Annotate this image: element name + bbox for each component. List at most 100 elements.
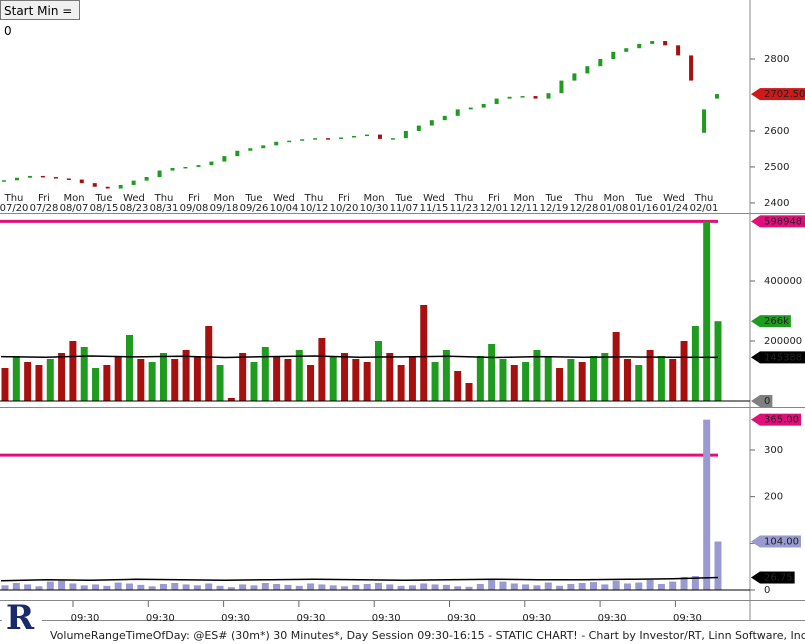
marker-arrow — [751, 215, 760, 228]
candle — [637, 43, 642, 49]
bar — [386, 353, 394, 402]
bar — [510, 583, 518, 591]
x-tick-label: 11/23 — [450, 203, 479, 214]
bar — [205, 326, 213, 402]
candle — [326, 138, 331, 140]
bar — [114, 582, 122, 591]
bar — [227, 398, 235, 402]
average-line — [0, 576, 719, 582]
marker-arrow — [751, 571, 760, 584]
y-tick-label: 200000 — [764, 336, 802, 347]
candle — [468, 107, 473, 110]
candle — [676, 45, 681, 56]
bar — [318, 338, 326, 402]
bar — [612, 332, 620, 402]
bar — [442, 350, 450, 402]
x-tick-label: Thu — [4, 193, 24, 204]
x-tick-label: Wed — [273, 193, 295, 204]
x-tick-label: Thu — [694, 193, 714, 204]
bar — [24, 362, 32, 402]
x-tick-label: 08/23 — [120, 203, 149, 214]
candle — [209, 161, 214, 166]
bar — [216, 365, 224, 402]
x-tick-label: Mon — [213, 193, 234, 204]
x-tick-label: 10/04 — [270, 203, 299, 214]
start-min-button[interactable]: Start Min = 0 — [0, 0, 80, 38]
bar — [680, 576, 688, 591]
x-tick-label: 09:30 — [598, 613, 627, 624]
bar — [273, 583, 281, 591]
bar — [137, 359, 145, 402]
marker-arrow — [751, 351, 760, 364]
candle — [92, 183, 97, 187]
candle — [131, 180, 136, 185]
candle — [429, 120, 434, 126]
bar — [612, 580, 620, 591]
candle — [494, 98, 499, 104]
candle — [507, 96, 512, 99]
bar — [374, 583, 382, 591]
x-tick-label: 11/07 — [390, 203, 419, 214]
bar — [499, 359, 507, 402]
y-tick-label: 200 — [764, 492, 783, 503]
bar — [69, 341, 77, 402]
candle — [287, 140, 292, 143]
bar — [669, 359, 677, 402]
y-tick-label: 0 — [764, 585, 770, 596]
bar — [578, 362, 586, 402]
y-tick-label: 2800 — [764, 54, 789, 65]
marker-label: 598948.00 — [764, 216, 805, 227]
candle — [105, 186, 110, 189]
candle — [598, 59, 603, 67]
x-tick-label: Mon — [363, 193, 384, 204]
bar — [476, 356, 484, 402]
bar — [522, 362, 530, 402]
x-tick-label: 08/15 — [90, 203, 119, 214]
candle — [352, 136, 357, 138]
bar — [476, 583, 484, 591]
bar — [556, 368, 564, 402]
x-tick-label: Fri — [488, 193, 500, 204]
x-tick-label: Wed — [423, 193, 445, 204]
bar — [646, 350, 654, 402]
bar — [352, 584, 360, 591]
bar — [669, 581, 677, 591]
x-tick-label: Fri — [338, 193, 350, 204]
marker-box — [760, 215, 805, 228]
bar — [499, 581, 507, 591]
x-tick-label: Wed — [663, 193, 685, 204]
x-tick-label: Mon — [513, 193, 534, 204]
x-tick-label: Thu — [574, 193, 594, 204]
y-tick-label: 2600 — [764, 126, 789, 137]
marker-label: 2702.50 — [764, 89, 805, 100]
x-tick-label: 07/20 — [0, 203, 28, 214]
candle — [377, 134, 382, 139]
marker-label: 145388.75 — [764, 352, 805, 363]
bar — [114, 356, 122, 402]
bar — [250, 585, 258, 591]
bar — [397, 585, 405, 591]
candle — [650, 41, 655, 44]
bar — [635, 582, 643, 591]
candle — [144, 177, 149, 181]
bar — [307, 365, 315, 402]
x-tick-label: 10/20 — [330, 203, 359, 214]
bar — [420, 305, 428, 402]
candle — [624, 48, 629, 52]
bar — [522, 584, 530, 591]
bar — [408, 356, 416, 402]
candle — [364, 134, 369, 137]
bar — [171, 583, 179, 591]
bar — [35, 365, 43, 402]
marker-label: 26.75 — [764, 573, 793, 584]
x-tick-label: 09:30 — [296, 613, 325, 624]
x-tick-label: 01/08 — [600, 203, 629, 214]
candle — [14, 177, 19, 181]
x-tick-label: 09:30 — [71, 613, 100, 624]
x-tick-label: Tue — [244, 193, 262, 204]
candle — [300, 139, 305, 141]
candle — [27, 175, 32, 178]
x-tick-label: 08/31 — [150, 203, 179, 214]
bar — [182, 350, 190, 402]
marker-arrow — [751, 535, 760, 548]
